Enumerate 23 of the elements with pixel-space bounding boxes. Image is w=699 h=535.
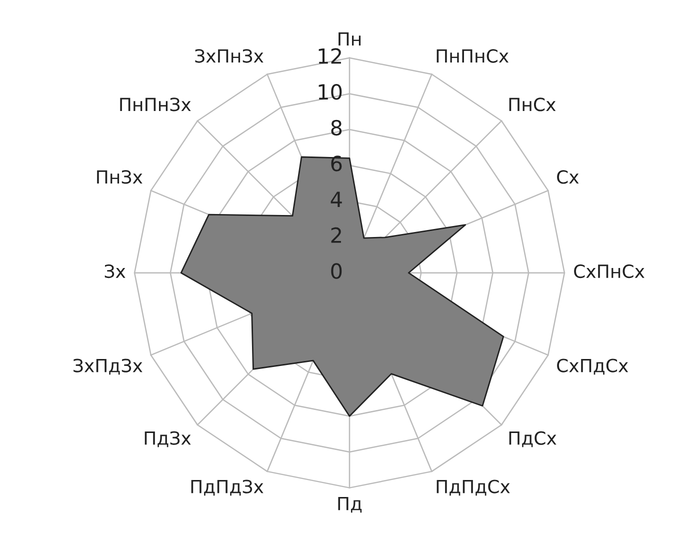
y-tick-label: 4 bbox=[330, 192, 342, 207]
spoke-label: СхПдСх bbox=[557, 358, 628, 375]
y-tick-label: 0 bbox=[331, 263, 342, 279]
y-tick-label: 2 bbox=[331, 227, 341, 243]
spoke-label: Зх bbox=[104, 264, 126, 278]
y-tick-label: 8 bbox=[331, 120, 342, 136]
spoke-label: ПдПдЗх bbox=[191, 480, 264, 496]
spoke-label: ЗхПнЗх bbox=[195, 49, 264, 63]
spoke-label: ЗхПдЗх bbox=[74, 358, 142, 375]
spoke-label: СхПнСх bbox=[574, 264, 644, 278]
y-tick-label: 10 bbox=[318, 84, 342, 100]
spoke-label: ПдПдСх bbox=[436, 480, 510, 496]
spoke-label: Сх bbox=[557, 170, 579, 184]
spoke-label: Пд bbox=[338, 496, 362, 513]
spoke-label: ПдСх bbox=[509, 431, 556, 448]
spoke-label: ПнПнСх bbox=[436, 49, 509, 63]
y-tick-label: 6 bbox=[331, 156, 342, 172]
y-tick-label: 12 bbox=[318, 48, 341, 64]
spoke-label: Пн bbox=[338, 32, 361, 46]
spoke-label: ПнСх bbox=[509, 98, 556, 112]
spoke-label: ПнПнЗх bbox=[120, 98, 191, 112]
spoke-label: ПнЗх bbox=[97, 170, 142, 184]
spoke-label: ПдЗх bbox=[144, 431, 191, 448]
